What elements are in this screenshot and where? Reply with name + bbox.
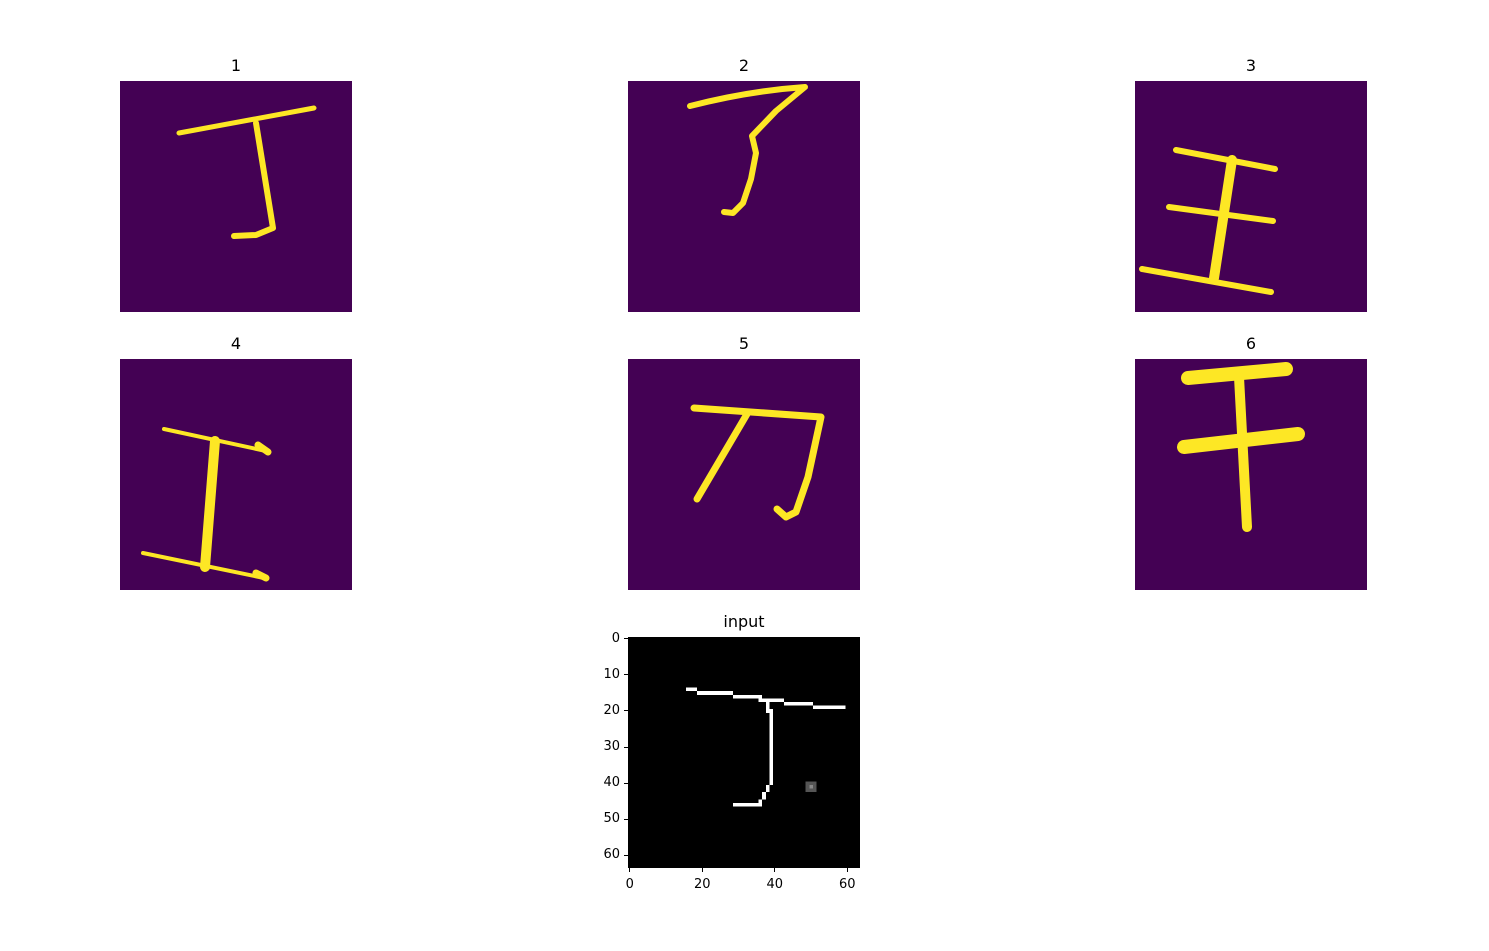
panel-1 [120,81,352,312]
dao-stroke-icon [628,359,860,590]
y-tick-mark [624,818,628,820]
panel-title-2: 2 [738,56,750,75]
y-tick-label: 10 [603,666,620,682]
x-tick-label: 40 [766,877,784,892]
y-tick-mark [624,674,628,676]
y-tick-mark [624,854,628,856]
y-tick-mark [624,710,628,712]
y-tick-mark [624,782,628,784]
panel-title-6: 6 [1245,334,1257,353]
panel-title-5: 5 [738,334,750,353]
y-tick-mark [624,746,628,748]
panel-title-3: 3 [1245,56,1257,75]
x-tick-label: 20 [694,877,711,892]
wang-stroke-icon [1135,81,1367,312]
y-tick-label: 0 [611,630,620,646]
x-tick-mark [846,868,848,872]
panel-3 [1135,81,1367,312]
y-tick-label: 20 [603,702,620,718]
y-tick-label: 30 [603,739,620,755]
panel-5 [628,359,860,590]
x-tick-mark [701,868,703,872]
y-tick-mark [624,638,628,640]
input-title: input [723,612,765,631]
panel-title-4: 4 [230,334,242,353]
y-tick-label: 40 [603,775,620,791]
panel-2 [628,81,860,312]
panel-title-1: 1 [230,56,242,75]
panel-6 [1135,359,1367,590]
gan-stroke-icon [1135,359,1367,590]
input-image [628,637,860,868]
x-tick-label: 60 [839,877,856,892]
y-tick-label: 50 [603,811,620,827]
y-tick-label: 60 [603,847,620,863]
x-tick-mark [774,868,776,872]
panel-4 [120,359,352,590]
x-tick-label: 0 [625,877,634,892]
ding-bitmap-icon [628,637,860,868]
gong-stroke-icon [120,359,352,590]
ding-stroke-icon [120,81,352,312]
x-tick-mark [629,868,631,872]
le-stroke-icon [628,81,860,312]
